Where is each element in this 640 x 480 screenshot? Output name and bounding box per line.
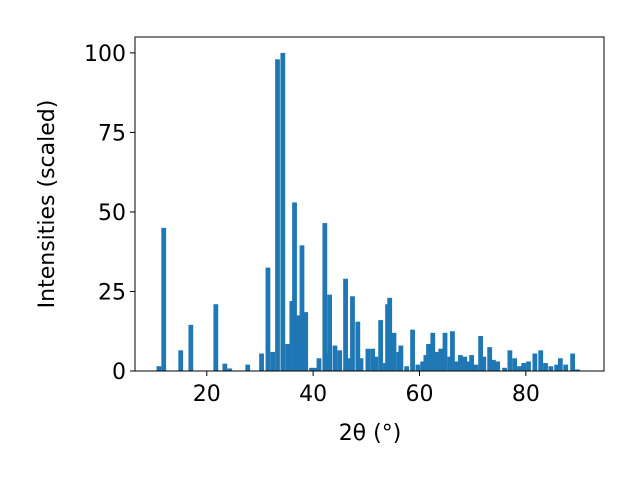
bar — [398, 345, 404, 371]
bar — [462, 356, 468, 371]
bar — [563, 364, 569, 371]
x-tick-label: 20 — [193, 382, 221, 407]
bar — [466, 361, 471, 371]
bar — [280, 52, 286, 372]
bar — [473, 364, 479, 371]
bar — [575, 369, 580, 371]
bar — [487, 347, 493, 371]
bar — [502, 367, 507, 371]
bar — [285, 343, 291, 371]
bar — [558, 358, 563, 371]
bar — [521, 363, 527, 371]
bar — [469, 355, 474, 371]
bar — [245, 364, 251, 371]
x-tick-label: 60 — [405, 382, 433, 407]
bar — [365, 348, 371, 371]
bar — [373, 356, 379, 371]
x-tick-label: 40 — [299, 382, 327, 407]
bar — [355, 321, 361, 371]
bar — [327, 294, 333, 371]
bar — [438, 348, 444, 371]
bar — [450, 331, 455, 371]
bar — [434, 351, 439, 371]
bar — [309, 367, 314, 371]
bar — [213, 304, 219, 371]
bar — [538, 350, 544, 371]
bar — [332, 345, 338, 371]
bar — [227, 368, 233, 371]
bar — [370, 348, 376, 371]
bar — [275, 59, 280, 372]
bar — [161, 227, 167, 371]
bar — [410, 329, 415, 371]
bar — [324, 353, 330, 371]
bar — [507, 350, 513, 371]
bar — [532, 353, 538, 371]
bar — [343, 278, 348, 371]
bar — [458, 355, 463, 371]
bar — [387, 297, 393, 371]
bar — [495, 361, 501, 371]
bar — [289, 301, 295, 371]
y-tick-label: 25 — [98, 280, 126, 305]
bar — [350, 296, 355, 371]
bar — [570, 353, 576, 371]
y-tick-label: 100 — [84, 42, 126, 67]
x-axis-label: 2θ (°) — [339, 421, 402, 446]
bar — [303, 312, 309, 371]
bar — [322, 223, 328, 371]
bar — [420, 361, 426, 371]
bar — [265, 267, 271, 371]
bar — [454, 361, 460, 371]
bar — [426, 343, 431, 371]
bar — [270, 351, 276, 371]
bar — [423, 355, 429, 371]
bar — [478, 336, 484, 371]
y-tick-label: 50 — [98, 201, 126, 226]
bar — [292, 202, 297, 371]
bar — [512, 358, 518, 371]
bar — [404, 366, 410, 371]
bar — [554, 364, 560, 371]
bar — [543, 363, 548, 371]
bar — [491, 359, 496, 371]
bar — [178, 350, 184, 371]
plot-frame — [134, 36, 605, 372]
bar — [378, 320, 384, 371]
y-tick-label: 0 — [112, 360, 126, 385]
bar — [299, 245, 305, 371]
bar — [313, 367, 319, 371]
bar — [391, 332, 397, 371]
bar — [430, 332, 436, 371]
bar — [222, 363, 228, 371]
bar — [548, 366, 554, 371]
bar — [346, 358, 352, 371]
bar — [442, 332, 448, 371]
bar — [156, 366, 162, 371]
bar — [481, 356, 487, 371]
bar — [337, 350, 343, 371]
bar — [295, 315, 301, 371]
y-tick-label: 75 — [98, 121, 126, 146]
bar — [517, 366, 522, 371]
bar — [447, 356, 453, 371]
bar — [316, 358, 322, 371]
bar — [526, 361, 531, 371]
x-tick-label: 80 — [512, 382, 540, 407]
bar — [415, 364, 421, 371]
bar — [358, 358, 364, 371]
bar — [188, 324, 194, 371]
bar — [259, 353, 264, 371]
y-axis-label: Intensities (scaled) — [35, 100, 60, 309]
